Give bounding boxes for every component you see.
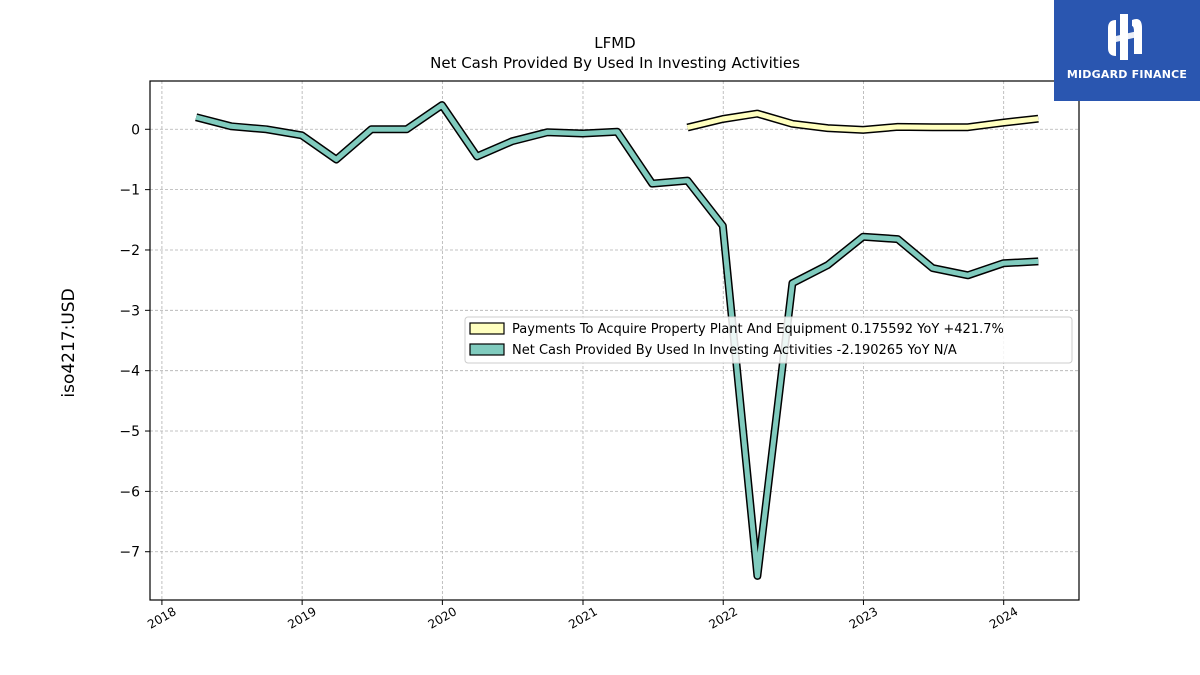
legend-swatch-investing (469, 343, 505, 356)
axis-ticks: 2018 2019 2020 2021 2022 2023 2024 0 −1 −2 −3 −4 −5 −… (119, 122, 1020, 631)
plot-frame (149, 80, 1080, 601)
legend-label-capex: Payments To Acquire Property Plant And E… (512, 322, 1004, 337)
midgard-finance-logo: MIDGARD FINANCE (1054, 0, 1200, 101)
y-tick-label: −4 (119, 364, 140, 380)
logo-text: MIDGARD FINANCE (1066, 68, 1188, 81)
legend-frame (464, 316, 1073, 364)
x-tick-label: 2021 (566, 604, 599, 631)
x-tick-label: 2018 (145, 604, 178, 631)
legend-swatch-capex (469, 322, 505, 335)
x-tick-label: 2022 (707, 604, 740, 631)
y-tick-label: −7 (119, 545, 140, 561)
chart-title: LFMD (594, 34, 635, 52)
y-tick-label: −5 (119, 424, 140, 440)
grid-lines (150, 81, 1079, 600)
y-tick-label: −2 (119, 243, 140, 259)
series-line-capex (686, 111, 1039, 133)
x-tick-label: 2023 (847, 604, 880, 631)
y-tick-label: −6 (119, 484, 140, 500)
x-tick-label: 2019 (285, 604, 318, 631)
y-tick-label: 0 (131, 122, 140, 138)
legend: Payments To Acquire Property Plant And E… (464, 316, 1073, 364)
x-tick-label: 2024 (987, 604, 1020, 631)
x-tick-label: 2020 (426, 604, 459, 631)
logo-mark-icon (1108, 14, 1142, 60)
y-tick-label: −1 (119, 183, 140, 199)
series-line-investing (195, 102, 1039, 579)
legend-label-investing: Net Cash Provided By Used In Investing A… (512, 343, 957, 358)
y-tick-label: −3 (119, 303, 140, 319)
y-axis-label: iso4217:USD (59, 288, 79, 397)
chart-subtitle: Net Cash Provided By Used In Investing A… (430, 54, 800, 72)
series-lines (195, 101, 1039, 580)
